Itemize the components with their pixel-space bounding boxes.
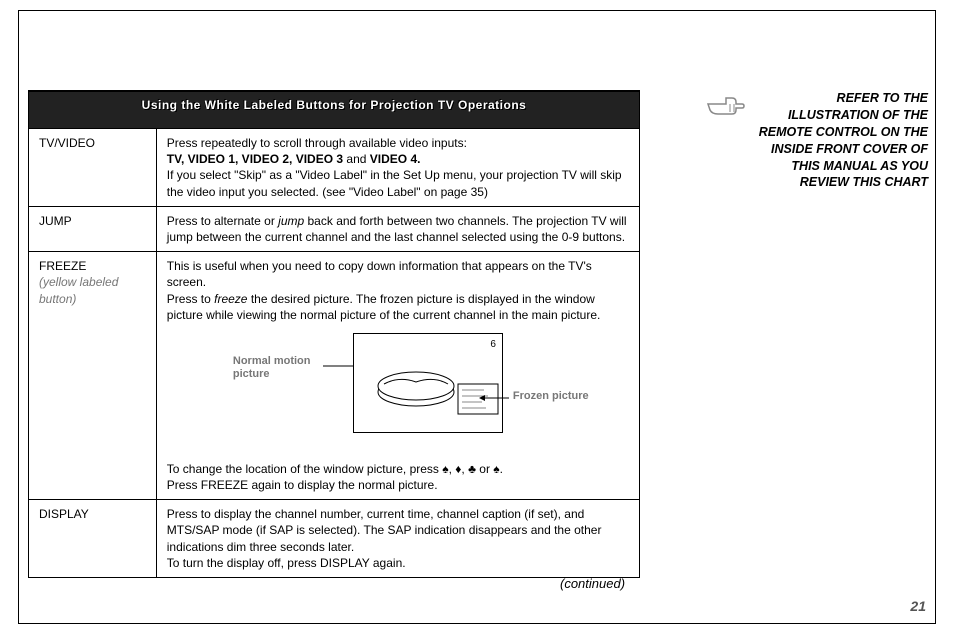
- table-row: TV/VIDEO Press repeatedly to scroll thro…: [29, 129, 640, 207]
- button-name: JUMP: [39, 214, 72, 228]
- button-name-cell: FREEZE (yellow labeled button): [29, 252, 157, 500]
- button-desc-cell: Press repeatedly to scroll through avail…: [156, 129, 639, 207]
- button-name: TV/VIDEO: [39, 136, 95, 150]
- sidebar-line: ILLUSTRATION OF THE: [738, 107, 928, 124]
- sidebar-note: REFER TO THE ILLUSTRATION OF THE REMOTE …: [738, 90, 928, 191]
- text: Normal motion picture: [233, 355, 311, 380]
- button-name: FREEZE: [39, 258, 146, 274]
- text: Press to alternate or: [167, 214, 278, 228]
- button-name: DISPLAY: [39, 507, 89, 521]
- arrow-icon: [479, 393, 509, 403]
- continued-label: (continued): [560, 576, 625, 591]
- desc-line: If you select "Skip" as a "Video Label" …: [167, 167, 629, 199]
- button-name-cell: TV/VIDEO: [29, 129, 157, 207]
- table-row: JUMP Press to alternate or jump back and…: [29, 206, 640, 251]
- text: Press to: [167, 292, 214, 306]
- sidebar-line: REVIEW THIS CHART: [738, 174, 928, 191]
- desc-line: Press to display the channel number, cur…: [167, 506, 629, 555]
- diagram-label-normal: Normal motion picture: [233, 355, 333, 381]
- desc-line: To change the location of the window pic…: [167, 461, 629, 477]
- page-number: 21: [910, 598, 926, 614]
- sidebar-line: INSIDE FRONT COVER OF: [738, 141, 928, 158]
- button-desc-cell: Press to alternate or jump back and fort…: [156, 206, 639, 251]
- text: and: [343, 152, 370, 166]
- tv-content-icon: [354, 334, 504, 434]
- button-name-cell: JUMP: [29, 206, 157, 251]
- freeze-diagram: Normal motion picture 6: [253, 331, 543, 451]
- button-name-cell: DISPLAY: [29, 500, 157, 578]
- buttons-table: Using the White Labeled Buttons for Proj…: [28, 90, 640, 578]
- desc-line: TV, VIDEO 1, VIDEO 2, VIDEO 3 and VIDEO …: [167, 151, 629, 167]
- sidebar-line: THIS MANUAL AS YOU: [738, 158, 928, 175]
- desc-line: Press FREEZE again to display the normal…: [167, 477, 629, 493]
- sidebar-line: REFER TO THE: [738, 90, 928, 107]
- table-header: Using the White Labeled Buttons for Proj…: [29, 91, 640, 129]
- desc-line: Press to freeze the desired picture. The…: [167, 291, 629, 323]
- desc-line: Press repeatedly to scroll through avail…: [167, 135, 629, 151]
- bold-text: VIDEO 4.: [370, 152, 421, 166]
- desc-line: To turn the display off, press DISPLAY a…: [167, 555, 629, 571]
- button-desc-cell: This is useful when you need to copy dow…: [156, 252, 639, 500]
- button-desc-cell: Press to display the channel number, cur…: [156, 500, 639, 578]
- table-row: DISPLAY Press to display the channel num…: [29, 500, 640, 578]
- table-row: FREEZE (yellow labeled button) This is u…: [29, 252, 640, 500]
- button-sublabel: (yellow labeled button): [39, 274, 146, 306]
- italic-text: freeze: [214, 292, 247, 306]
- diagram-label-frozen: Frozen picture: [513, 389, 603, 404]
- text: Frozen picture: [513, 390, 589, 402]
- sidebar-line: REMOTE CONTROL ON THE: [738, 124, 928, 141]
- tv-screen: 6: [353, 333, 503, 433]
- desc-line: This is useful when you need to copy dow…: [167, 258, 629, 290]
- bold-text: TV, VIDEO 1, VIDEO 2, VIDEO 3: [167, 152, 343, 166]
- italic-text: jump: [278, 214, 304, 228]
